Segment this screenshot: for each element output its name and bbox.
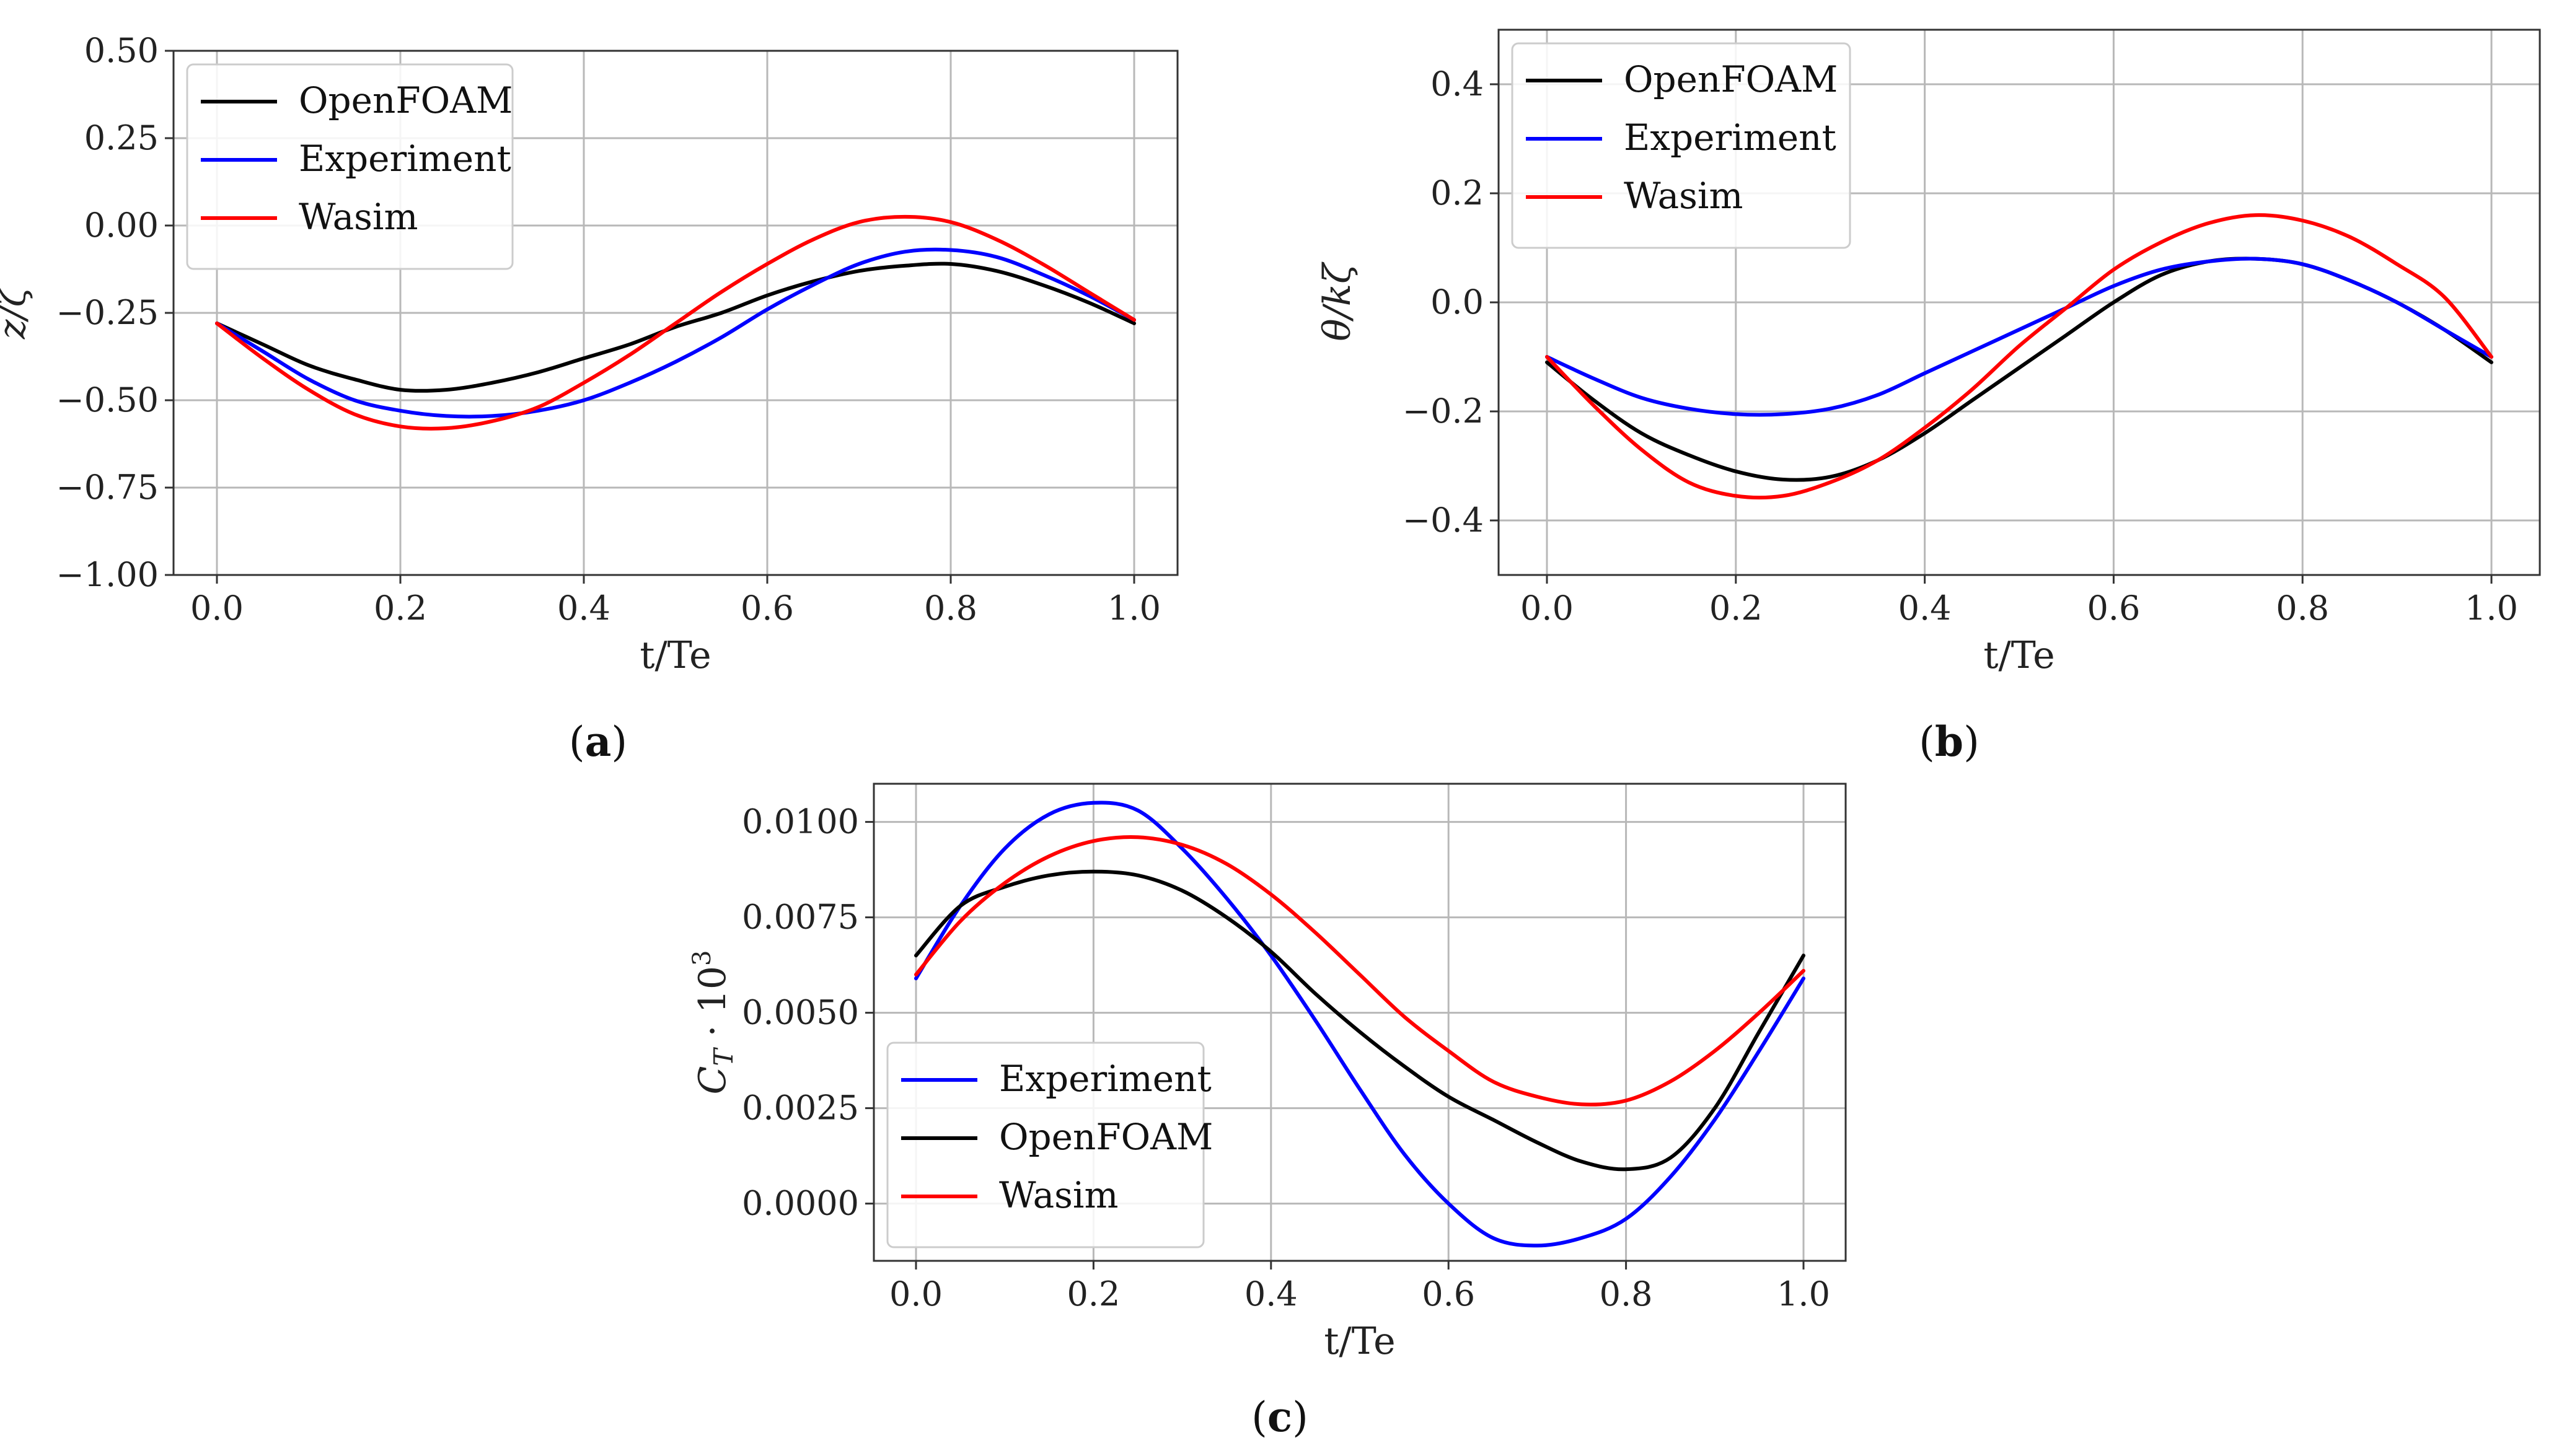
panel-b-xtick-label-5: 1.0 (2465, 589, 2518, 628)
panel-a-legend-label-openfoam: OpenFOAM (299, 79, 513, 121)
panel-c-y-label-base: C (691, 1066, 734, 1095)
panel-b-xtick-label-0: 0.0 (1520, 589, 1574, 628)
panel-c-legend-label-openfoam: OpenFOAM (999, 1116, 1213, 1158)
panel-b-series (1545, 213, 2493, 500)
panel-a-caption-letter: a (585, 717, 612, 766)
panel-c-ticks: 0.0 0.2 0.4 0.6 0.8 1.0 0.0000 0.0025 0.0050 0.00… (742, 802, 1830, 1313)
panel-c-y-label-sup: 3 (688, 950, 716, 966)
panel-b-legend-label-openfoam: OpenFOAM (1624, 58, 1838, 100)
panel-c-xtick-label-0: 0.0 (889, 1274, 943, 1313)
panel-a-series-wasim (215, 214, 1136, 431)
panel-b-xtick-label-3: 0.6 (2087, 589, 2140, 628)
panel-c-y-label: CT · 103 (688, 950, 739, 1095)
panel-c-y-label-dot: · 10 (691, 966, 734, 1049)
panel-c-series-openfoam (914, 869, 1805, 1172)
panel-b-y-label: θ/kζ (1316, 261, 1359, 341)
panel-b-legend-label-experiment: Experiment (1624, 116, 1836, 159)
panel-b-ytick-label-4: 0.4 (1430, 64, 1484, 103)
panel-a-ytick-label-1: −0.75 (56, 468, 159, 507)
panel-b-series-experiment (1545, 257, 2493, 417)
panel-c-frame (873, 783, 1847, 1262)
panel-a-xtick-label-0: 0.0 (190, 589, 244, 628)
panel-a-xtick-label-1: 0.2 (374, 589, 427, 628)
panel-a: 0.0 0.2 0.4 0.6 0.8 1.0 −1.00 −0.75 −0.50 −0.25 0.… (0, 31, 1179, 766)
panel-a-legend-label-wasim: Wasim (299, 196, 418, 238)
panel-b-ytick-label-0: −0.4 (1403, 501, 1484, 540)
panel-a-xtick-label-3: 0.6 (741, 589, 794, 628)
panel-b-gridlines (1499, 30, 2540, 575)
panel-c-legend-label-wasim: Wasim (999, 1174, 1118, 1216)
panel-a-ytick-label-3: −0.25 (56, 293, 159, 332)
panel-c-ytick-label-3: 0.0075 (742, 898, 859, 937)
panel-a-series-experiment (215, 247, 1136, 419)
panel-c-xtick-label-5: 1.0 (1777, 1274, 1830, 1313)
panel-a-ticks: 0.0 0.2 0.4 0.6 0.8 1.0 −1.00 −0.75 −0.50 −0.25 0.… (56, 31, 1161, 628)
panel-b-x-label: t/Te (1983, 634, 2055, 677)
panel-c-legend-label-experiment: Experiment (999, 1058, 1212, 1100)
panel-a-y-label: z/ζ (0, 284, 34, 340)
panel-a-series-openfoam (215, 261, 1136, 393)
panel-a-ytick-label-0: −1.00 (56, 555, 159, 594)
panel-c-series-experiment (914, 800, 1805, 1248)
panel-c-ytick-label-1: 0.0025 (742, 1089, 859, 1128)
panel-c-x-label: t/Te (1324, 1320, 1395, 1363)
panel-a-legend-label-experiment: Experiment (299, 138, 511, 180)
panel-c-caption: (c) (1251, 1393, 1308, 1441)
panel-b-xtick-label-4: 0.8 (2276, 589, 2329, 628)
panel-c-ytick-label-2: 0.0050 (742, 993, 859, 1032)
panel-a-series (215, 214, 1136, 431)
panel-c-legend: Experiment OpenFOAM Wasim (886, 1042, 1213, 1248)
panel-c-xtick-label-3: 0.6 (1422, 1274, 1475, 1313)
panel-a-caption: (a) (569, 717, 627, 766)
panel-b: 0.0 0.2 0.4 0.6 0.8 1.0 −0.4 −0.2 0.0 0.2 0.4 Open… (1316, 29, 2541, 766)
panel-c-y-label-sub: T (708, 1047, 739, 1066)
panel-c-series-wasim (914, 835, 1805, 1107)
panel-a-ytick-label-6: 0.50 (84, 31, 159, 70)
panel-b-caption-letter: b (1935, 717, 1963, 766)
panel-b-ytick-label-3: 0.2 (1430, 173, 1484, 213)
panel-a-xtick-label-4: 0.8 (924, 589, 977, 628)
panel-a-xtick-label-2: 0.4 (557, 589, 610, 628)
panel-b-xtick-label-1: 0.2 (1709, 589, 1763, 628)
panel-b-series-openfoam (1545, 257, 2493, 482)
panel-a-x-label: t/Te (640, 634, 711, 677)
panel-c-ytick-label-0: 0.0000 (742, 1184, 859, 1223)
panel-c: 0.0 0.2 0.4 0.6 0.8 1.0 0.0000 0.0025 0.0050 0.00… (688, 783, 1847, 1441)
panel-b-ytick-label-2: 0.0 (1430, 283, 1484, 322)
panel-a-ytick-label-5: 0.25 (84, 118, 159, 157)
panel-c-ytick-label-4: 0.0100 (742, 802, 859, 841)
panel-b-caption: (b) (1919, 717, 1980, 766)
panel-b-ytick-label-1: −0.2 (1403, 392, 1484, 431)
panel-c-caption-letter: c (1267, 1393, 1292, 1441)
panel-c-xtick-label-2: 0.4 (1244, 1274, 1298, 1313)
panel-b-xtick-label-2: 0.4 (1898, 589, 1952, 628)
panel-c-series (914, 800, 1805, 1248)
panel-a-legend: OpenFOAM Experiment Wasim (186, 63, 514, 270)
panel-b-ticks: 0.0 0.2 0.4 0.6 0.8 1.0 −0.4 −0.2 0.0 0.2 0.4 (1403, 64, 2518, 628)
panel-b-legend-label-wasim: Wasim (1624, 175, 1743, 217)
panel-b-legend: OpenFOAM Experiment Wasim (1511, 42, 1851, 249)
panel-a-ytick-label-2: −0.50 (56, 380, 159, 419)
panel-a-ytick-label-4: 0.00 (84, 206, 159, 245)
panel-c-xtick-label-1: 0.2 (1067, 1274, 1120, 1313)
panel-a-xtick-label-5: 1.0 (1108, 589, 1161, 628)
panel-c-xtick-label-4: 0.8 (1600, 1274, 1653, 1313)
panel-b-series-wasim (1545, 213, 2493, 500)
